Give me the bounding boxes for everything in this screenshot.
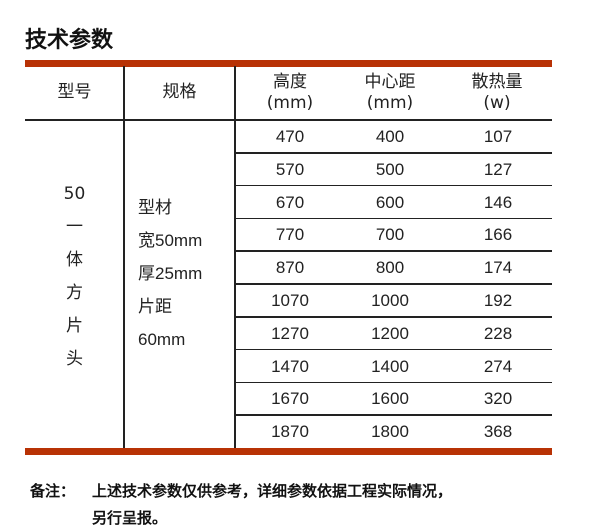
- model-line: 头: [66, 349, 83, 369]
- header-height: 高度 (mm): [240, 72, 340, 114]
- height-cell: 1470: [271, 356, 309, 376]
- column-divider: [234, 66, 236, 448]
- center-distance-cell: 1800: [371, 422, 409, 442]
- header-heat-label: 散热量: [471, 72, 523, 92]
- heat-output-cell: 174: [483, 258, 513, 278]
- note-label: 备注：: [30, 482, 76, 500]
- heat-output-cell: 192: [483, 291, 513, 310]
- model-cell: 50 一 体 方 片 头: [25, 178, 124, 376]
- heat-output-cell: 107: [483, 127, 513, 146]
- model-line: 一: [66, 217, 83, 237]
- header-height-label: 高度: [273, 72, 307, 92]
- center-distance-cell: 500: [375, 159, 405, 179]
- heat-output-cell: 127: [483, 159, 513, 179]
- header-center-label: 中心距: [364, 72, 416, 92]
- model-line: 片: [66, 316, 83, 336]
- heat-output-cell: 274: [483, 356, 513, 376]
- height-cell: 470: [275, 127, 305, 146]
- row-divider: [235, 283, 552, 285]
- row-divider: [235, 381, 552, 384]
- spec-line: 厚25mm: [138, 264, 203, 283]
- center-distance-cell: 1600: [371, 389, 409, 409]
- center-distance-cell: 1400: [371, 356, 409, 376]
- heat-output-cell: 166: [483, 225, 513, 245]
- row-divider: [235, 184, 552, 187]
- note-line-1: 上述技术参数仅供参考，详细参数依据工程实际情况，: [92, 482, 453, 500]
- center-distance-cell: 1000: [371, 291, 409, 310]
- center-distance-cell: 800: [375, 258, 405, 278]
- height-cell: 870: [275, 258, 305, 278]
- heat-output-cell: 320: [483, 389, 513, 409]
- height-cell: 570: [275, 159, 305, 179]
- row-divider: [235, 152, 552, 154]
- header-heat: 散热量 (w): [447, 72, 547, 114]
- row-divider: [235, 348, 552, 351]
- column-divider: [123, 66, 125, 448]
- heat-output-cell: 146: [483, 192, 513, 212]
- row-divider: [235, 250, 552, 252]
- center-distance-cell: 400: [375, 127, 405, 146]
- header-spec: 规格: [162, 82, 197, 102]
- height-cell: 1070: [271, 291, 309, 310]
- table-bottom-border: [25, 448, 552, 455]
- header-height-unit: (mm): [266, 93, 314, 113]
- spec-cell: 型材 宽50mm 厚25mm 片距 60mm: [138, 191, 202, 356]
- height-cell: 770: [275, 225, 305, 245]
- table-top-border: [25, 60, 552, 67]
- spec-line: 宽50mm: [138, 231, 203, 250]
- row-divider: [235, 316, 552, 318]
- header-divider: [25, 119, 552, 121]
- page-title: 技术参数: [25, 28, 114, 53]
- model-line: 50: [63, 184, 86, 204]
- heat-output-cell: 228: [483, 323, 513, 343]
- spec-line: 型材: [138, 198, 172, 217]
- header-center: 中心距 (mm): [340, 72, 440, 114]
- height-cell: 1270: [271, 323, 309, 343]
- height-cell: 1670: [271, 389, 309, 409]
- spec-line: 60mm: [138, 330, 186, 349]
- row-divider: [235, 217, 552, 220]
- note-line-2: 另行呈报。: [92, 509, 168, 527]
- row-divider: [235, 414, 552, 416]
- center-distance-cell: 700: [375, 225, 405, 245]
- center-distance-cell: 600: [375, 192, 405, 212]
- header-heat-unit: (w): [483, 93, 511, 113]
- height-cell: 670: [275, 192, 305, 212]
- spec-line: 片距: [138, 297, 172, 316]
- model-line: 方: [66, 283, 83, 303]
- header-center-unit: (mm): [366, 93, 414, 113]
- model-line: 体: [66, 250, 83, 270]
- header-model: 型号: [57, 82, 92, 102]
- heat-output-cell: 368: [483, 422, 513, 442]
- center-distance-cell: 1200: [371, 323, 409, 343]
- height-cell: 1870: [271, 422, 309, 442]
